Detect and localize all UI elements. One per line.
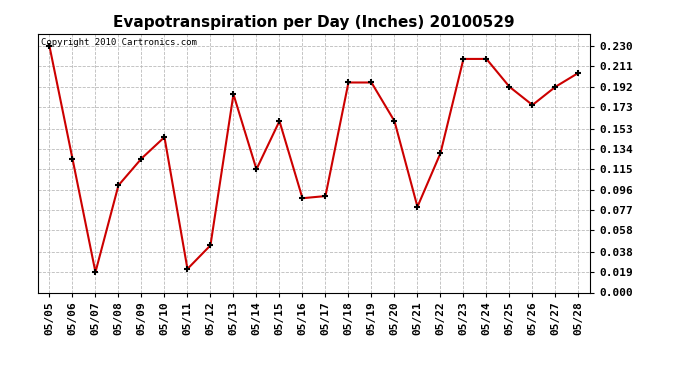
Title: Evapotranspiration per Day (Inches) 20100529: Evapotranspiration per Day (Inches) 2010…	[113, 15, 515, 30]
Text: Copyright 2010 Cartronics.com: Copyright 2010 Cartronics.com	[41, 38, 197, 46]
